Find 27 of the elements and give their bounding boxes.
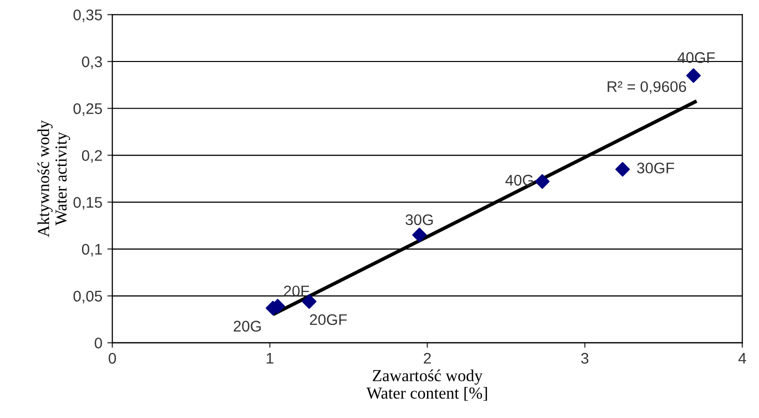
annotation: 20F — [284, 286, 309, 296]
y-tick-label: 0,2 — [82, 150, 102, 163]
point — [686, 68, 701, 83]
y-tick-label: 0 — [94, 338, 102, 348]
y-tick-label: 0,25 — [73, 103, 102, 116]
annotation: 40G — [505, 174, 533, 186]
y-tick-label: 0,05 — [73, 290, 102, 304]
y-axis-title: Aktywność wody Water activity — [37, 120, 70, 238]
annotation: 20G — [234, 320, 261, 332]
x-tick-label: 3 — [581, 352, 588, 364]
y-tick-label: 0,35 — [73, 10, 102, 22]
y-tick-label: 0,3 — [82, 56, 102, 69]
point — [535, 174, 550, 189]
x-tick-label: 1 — [266, 353, 274, 364]
point — [615, 162, 630, 177]
annotation: 30G — [406, 214, 433, 226]
annotation: 30GF — [637, 162, 674, 174]
point — [412, 228, 427, 242]
x-axis-title: Zawartość wody Water content [%] — [366, 370, 487, 401]
annotation: 20GF — [310, 314, 347, 326]
y-tick-label: 0,15 — [73, 197, 102, 210]
annotation: 40GF — [678, 52, 715, 64]
x-tick-label: 0 — [108, 352, 116, 364]
x-tick-label: 4 — [738, 353, 746, 364]
x-tick-label: 2 — [424, 352, 431, 364]
y-tick-label: 0,1 — [82, 244, 102, 256]
annotation: R² = 0,9606 — [608, 81, 686, 94]
